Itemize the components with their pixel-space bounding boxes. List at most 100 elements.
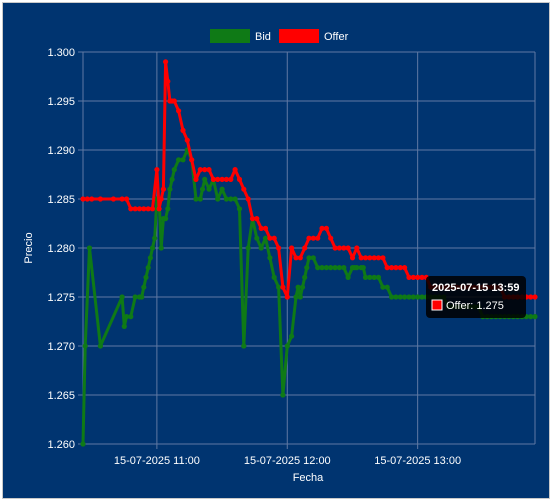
data-point-bid [306, 255, 312, 261]
data-point-bid [86, 245, 93, 251]
data-point-bid [258, 245, 264, 251]
data-point-offer [197, 167, 203, 173]
data-point-offer [210, 176, 216, 182]
data-point-bid [176, 157, 182, 163]
data-point-offer [110, 196, 116, 202]
data-point-bid [323, 265, 329, 271]
data-point-bid [119, 294, 125, 300]
y-tick-label: 1.275 [47, 292, 75, 304]
data-point-offer [362, 255, 369, 261]
data-point-bid [228, 196, 234, 202]
data-point-offer [528, 294, 534, 300]
data-point-offer [371, 255, 377, 261]
legend-swatch-offer [279, 29, 319, 43]
data-point-offer [160, 186, 166, 192]
data-point-offer [354, 245, 360, 251]
data-point-offer [249, 216, 256, 222]
data-point-bid [310, 255, 316, 261]
tooltip: 2025-07-15 13:59 Offer: 1.275 [426, 276, 526, 318]
data-point-offer [293, 255, 299, 261]
data-point-offer [315, 235, 321, 241]
series-offer [80, 59, 538, 300]
data-point-offer [158, 196, 164, 202]
data-point-offer [402, 265, 408, 271]
tooltip-title: 2025-07-15 13:59 [432, 282, 519, 294]
data-point-bid [336, 265, 342, 271]
data-point-bid [341, 265, 347, 271]
data-point-bid [299, 284, 306, 290]
data-point-offer [136, 206, 143, 212]
tooltip-label: Offer: 1.275 [446, 300, 504, 312]
y-tick-label: 1.280 [47, 243, 75, 255]
data-point-offer [128, 206, 134, 212]
legend-label-bid: Bid [255, 31, 271, 43]
data-point-bid [315, 265, 321, 271]
data-point-offer [123, 196, 130, 202]
data-point-bid [215, 196, 221, 202]
legend-item-offer[interactable]: Offer [279, 29, 349, 43]
data-point-bid [271, 274, 277, 280]
data-point-offer [306, 235, 312, 241]
data-point-offer [176, 108, 182, 114]
x-tick-label: 15-07-2025 12:00 [244, 455, 331, 467]
data-point-bid [245, 245, 251, 251]
data-point-bid [241, 343, 247, 349]
data-point-bid [199, 186, 206, 192]
y-tick-label: 1.295 [47, 96, 75, 108]
data-point-offer [375, 255, 382, 261]
data-point-bid [163, 216, 169, 222]
data-point-bid [367, 274, 373, 280]
data-point-bid [97, 343, 103, 349]
data-point-bid [280, 392, 286, 398]
data-point-offer [180, 127, 186, 133]
data-point-offer [119, 196, 125, 202]
data-point-offer [132, 206, 138, 212]
data-point-offer [310, 235, 316, 241]
data-point-offer [328, 235, 334, 241]
data-point-bid [236, 206, 243, 212]
data-point-bid [276, 284, 282, 290]
data-point-bid [354, 265, 360, 271]
data-point-bid [180, 157, 186, 163]
y-tick-label: 1.285 [47, 194, 75, 206]
data-point-bid [328, 265, 334, 271]
data-point-offer [302, 245, 308, 251]
data-point-offer [384, 265, 390, 271]
data-point-bid [360, 265, 366, 271]
data-point-offer [415, 274, 421, 280]
data-point-bid [415, 294, 421, 300]
data-point-bid [267, 255, 273, 261]
data-point-bid [149, 245, 156, 251]
data-point-offer [297, 255, 303, 261]
legend-item-bid[interactable]: Bid [210, 29, 271, 43]
data-point-bid [169, 176, 175, 182]
data-point-offer [156, 206, 162, 212]
y-tick-label: 1.265 [47, 390, 75, 402]
data-point-offer [380, 255, 386, 261]
data-point-bid [393, 294, 399, 300]
data-point-offer [319, 225, 325, 231]
data-point-bid [223, 196, 229, 202]
data-point-bid [82, 343, 88, 349]
data-point-offer [154, 167, 160, 173]
data-point-bid [384, 284, 390, 290]
data-point-bid [254, 235, 260, 241]
tooltip-swatch-offer [431, 299, 443, 311]
y-axis-ticks: 1.260 1.265 1.270 1.275 1.280 1.285 1.290 1.295… [47, 47, 75, 451]
data-point-bid [158, 245, 164, 251]
legend-swatch-bid [210, 29, 250, 43]
y-tick-label: 1.270 [47, 341, 75, 353]
data-point-bid [167, 186, 173, 192]
data-point-bid [139, 294, 145, 300]
data-point-bid [202, 176, 208, 182]
x-tick-label: 15-07-2025 13:00 [374, 455, 461, 467]
data-point-offer [141, 206, 147, 212]
data-point-bid [362, 274, 369, 280]
data-point-bid [165, 206, 171, 212]
data-point-offer [323, 225, 329, 231]
data-point-offer [280, 284, 286, 290]
data-point-offer [184, 137, 190, 143]
data-point-offer [202, 167, 208, 173]
data-point-offer [336, 245, 342, 251]
data-point-bid [147, 255, 153, 261]
